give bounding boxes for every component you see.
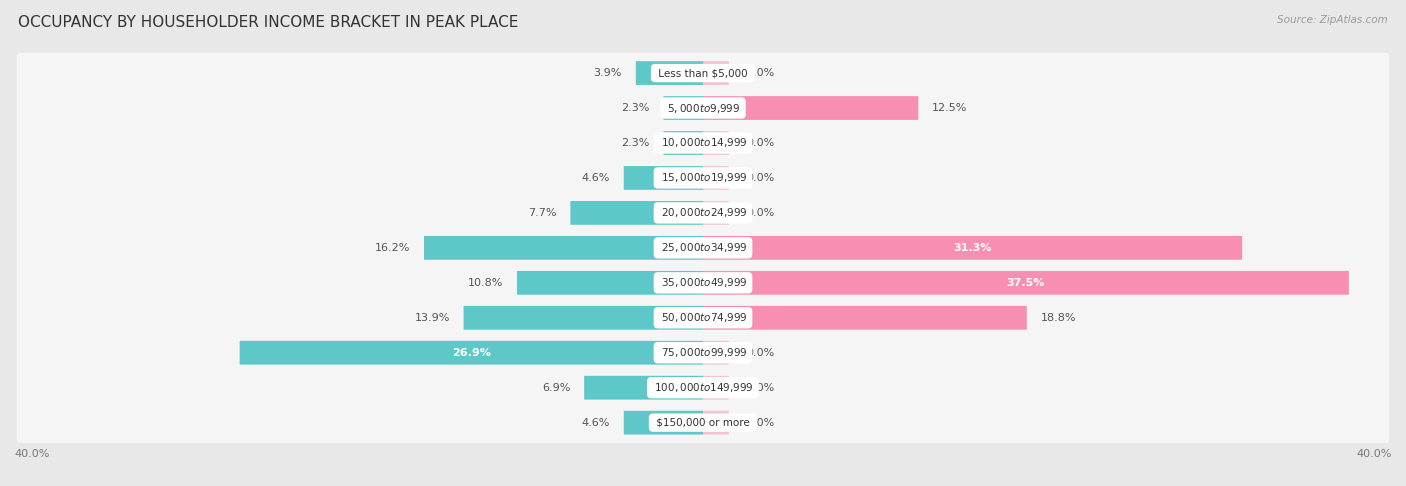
FancyBboxPatch shape	[571, 201, 703, 225]
Text: 0.0%: 0.0%	[747, 68, 775, 78]
Text: $25,000 to $34,999: $25,000 to $34,999	[658, 242, 748, 254]
FancyBboxPatch shape	[703, 201, 728, 225]
FancyBboxPatch shape	[664, 96, 703, 120]
FancyBboxPatch shape	[17, 297, 1389, 338]
FancyBboxPatch shape	[636, 61, 703, 85]
FancyBboxPatch shape	[703, 96, 918, 120]
FancyBboxPatch shape	[425, 236, 703, 260]
Text: Source: ZipAtlas.com: Source: ZipAtlas.com	[1277, 15, 1388, 25]
Text: 12.5%: 12.5%	[932, 103, 967, 113]
FancyBboxPatch shape	[583, 376, 703, 399]
Text: 37.5%: 37.5%	[1007, 278, 1045, 288]
FancyBboxPatch shape	[517, 271, 703, 295]
Text: 0.0%: 0.0%	[747, 138, 775, 148]
Text: $10,000 to $14,999: $10,000 to $14,999	[658, 137, 748, 150]
Text: $100,000 to $149,999: $100,000 to $149,999	[651, 381, 755, 394]
Text: $150,000 or more: $150,000 or more	[652, 417, 754, 428]
Text: $75,000 to $99,999: $75,000 to $99,999	[658, 346, 748, 359]
FancyBboxPatch shape	[17, 332, 1389, 373]
Text: 10.8%: 10.8%	[468, 278, 503, 288]
FancyBboxPatch shape	[17, 88, 1389, 128]
Text: 0.0%: 0.0%	[747, 173, 775, 183]
FancyBboxPatch shape	[703, 271, 1348, 295]
Text: $35,000 to $49,999: $35,000 to $49,999	[658, 277, 748, 289]
Text: 0.0%: 0.0%	[747, 208, 775, 218]
FancyBboxPatch shape	[624, 166, 703, 190]
FancyBboxPatch shape	[703, 166, 728, 190]
FancyBboxPatch shape	[17, 227, 1389, 268]
FancyBboxPatch shape	[17, 402, 1389, 443]
Text: 0.0%: 0.0%	[747, 348, 775, 358]
Text: 6.9%: 6.9%	[541, 382, 571, 393]
FancyBboxPatch shape	[703, 131, 728, 155]
FancyBboxPatch shape	[464, 306, 703, 330]
Text: 4.6%: 4.6%	[582, 173, 610, 183]
FancyBboxPatch shape	[703, 306, 1026, 330]
FancyBboxPatch shape	[703, 411, 728, 434]
FancyBboxPatch shape	[17, 262, 1389, 303]
FancyBboxPatch shape	[17, 157, 1389, 198]
Text: 26.9%: 26.9%	[451, 348, 491, 358]
FancyBboxPatch shape	[703, 61, 728, 85]
FancyBboxPatch shape	[239, 341, 703, 364]
Text: 40.0%: 40.0%	[14, 449, 49, 459]
FancyBboxPatch shape	[664, 131, 703, 155]
FancyBboxPatch shape	[703, 376, 728, 399]
Text: 16.2%: 16.2%	[375, 243, 411, 253]
Text: 4.6%: 4.6%	[582, 417, 610, 428]
Text: $15,000 to $19,999: $15,000 to $19,999	[658, 172, 748, 185]
FancyBboxPatch shape	[703, 341, 728, 364]
FancyBboxPatch shape	[17, 367, 1389, 408]
Text: 0.0%: 0.0%	[747, 417, 775, 428]
FancyBboxPatch shape	[703, 236, 1241, 260]
Text: 0.0%: 0.0%	[747, 382, 775, 393]
FancyBboxPatch shape	[17, 53, 1389, 93]
Text: 3.9%: 3.9%	[593, 68, 621, 78]
Text: 31.3%: 31.3%	[953, 243, 991, 253]
FancyBboxPatch shape	[17, 192, 1389, 233]
Text: 2.3%: 2.3%	[621, 138, 650, 148]
Text: $5,000 to $9,999: $5,000 to $9,999	[665, 102, 741, 115]
Text: 18.8%: 18.8%	[1040, 313, 1076, 323]
FancyBboxPatch shape	[624, 411, 703, 434]
Text: $20,000 to $24,999: $20,000 to $24,999	[658, 207, 748, 219]
Text: 7.7%: 7.7%	[529, 208, 557, 218]
Text: $50,000 to $74,999: $50,000 to $74,999	[658, 311, 748, 324]
Text: 13.9%: 13.9%	[415, 313, 450, 323]
Text: 40.0%: 40.0%	[1357, 449, 1392, 459]
FancyBboxPatch shape	[17, 122, 1389, 163]
Text: 2.3%: 2.3%	[621, 103, 650, 113]
Text: OCCUPANCY BY HOUSEHOLDER INCOME BRACKET IN PEAK PLACE: OCCUPANCY BY HOUSEHOLDER INCOME BRACKET …	[18, 15, 519, 30]
Text: Less than $5,000: Less than $5,000	[655, 68, 751, 78]
